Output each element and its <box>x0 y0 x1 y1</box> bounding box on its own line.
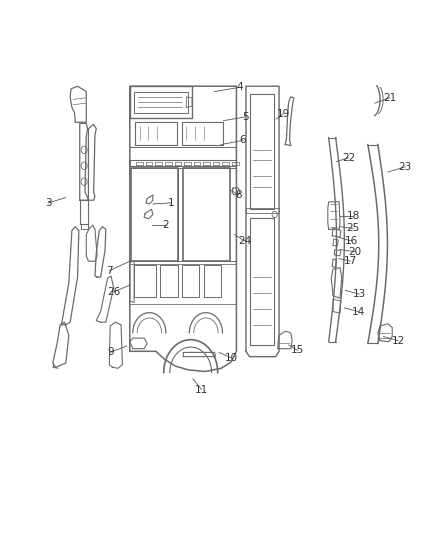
Text: 11: 11 <box>195 384 208 394</box>
Text: 15: 15 <box>291 345 304 356</box>
Text: 7: 7 <box>106 266 113 276</box>
Text: 18: 18 <box>346 211 360 221</box>
Text: 2: 2 <box>162 220 169 230</box>
Text: 8: 8 <box>235 190 242 200</box>
Text: 3: 3 <box>45 198 52 208</box>
Text: 10: 10 <box>225 353 238 362</box>
Text: 22: 22 <box>342 153 355 163</box>
Text: 4: 4 <box>237 82 243 92</box>
Text: 24: 24 <box>238 236 252 246</box>
Text: 16: 16 <box>345 236 358 246</box>
Text: 17: 17 <box>344 256 357 266</box>
Text: 25: 25 <box>346 223 360 233</box>
Text: 6: 6 <box>240 135 246 146</box>
Text: 9: 9 <box>107 348 113 358</box>
Text: 20: 20 <box>348 247 361 257</box>
Text: 26: 26 <box>107 287 120 297</box>
Text: 5: 5 <box>242 112 248 122</box>
Text: 19: 19 <box>277 109 290 119</box>
Text: 21: 21 <box>383 93 396 103</box>
Text: 12: 12 <box>392 336 405 346</box>
Text: 23: 23 <box>399 162 412 172</box>
Text: 1: 1 <box>168 198 174 208</box>
Text: 13: 13 <box>353 289 366 299</box>
Text: 14: 14 <box>352 306 365 317</box>
